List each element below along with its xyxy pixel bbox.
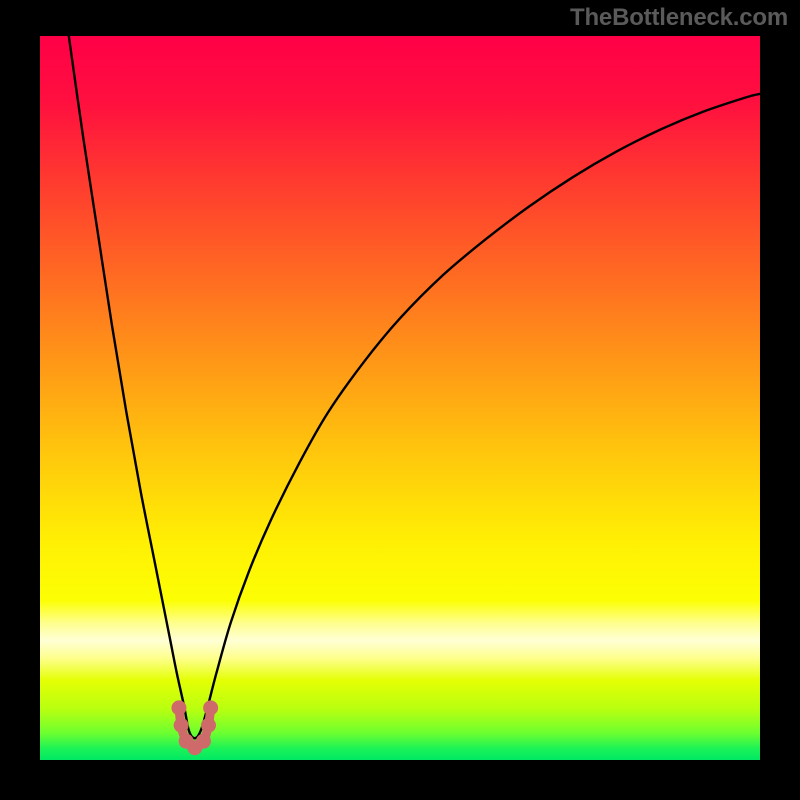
plot-area <box>40 36 760 760</box>
marker-dot <box>171 700 186 715</box>
marker-dot <box>201 718 216 733</box>
chart-frame: TheBottleneck.com <box>0 0 800 800</box>
gradient-background <box>40 36 760 760</box>
marker-dot <box>174 718 189 733</box>
watermark-label: TheBottleneck.com <box>570 4 788 32</box>
bottleneck-curve-chart <box>40 36 760 760</box>
marker-dot <box>196 734 211 749</box>
marker-dot <box>203 700 218 715</box>
